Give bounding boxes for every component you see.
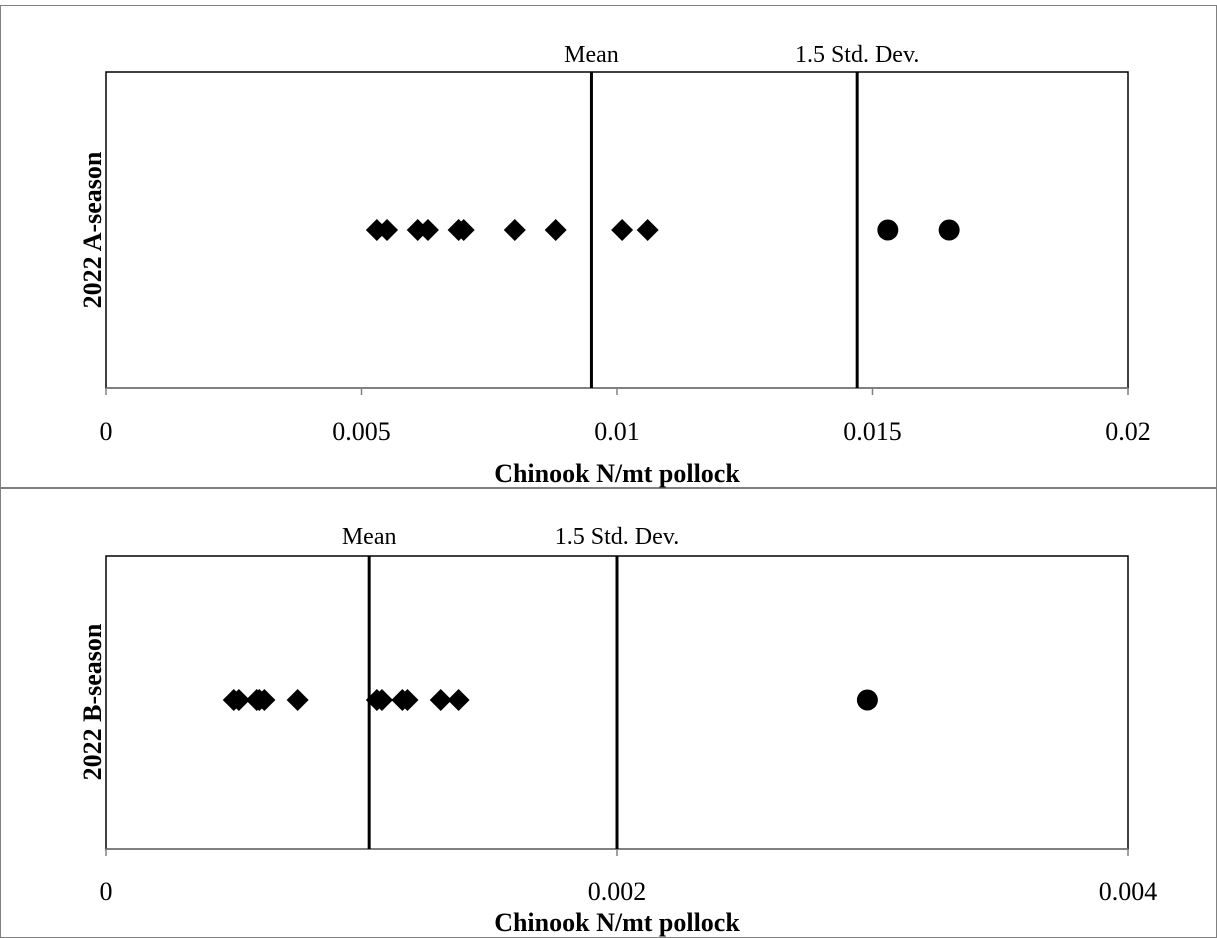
data-point-circle [877,219,899,241]
reference-line-label: 1.5 Std. Dev. [555,524,679,550]
data-point-diamond [286,689,309,711]
tick-labels-a: 0 0.005 0.01 0.015 0.02 [100,417,1151,446]
data-point-diamond [447,689,470,711]
data-point-diamond [544,219,567,241]
reference-line-label: 1.5 Std. Dev. [795,42,919,68]
x-tick-label: 0.02 [1105,417,1151,446]
data-point-circle [856,689,878,711]
x-tick-label: 0.015 [843,417,902,446]
x-tick-label: 0 [100,417,113,446]
reference-line-label: Mean [564,42,619,68]
panel-a-border [0,5,1217,488]
data-point-diamond [503,219,526,241]
data-point-diamond [227,689,250,711]
data-point-diamond [636,219,659,241]
x-axis-label-b: Chinook N/mt pollock [494,908,740,937]
data-points-a [365,219,960,241]
x-tick-label: 0.01 [594,417,640,446]
data-point-diamond [611,219,634,241]
reference-lines-a: Mean 1.5 Std. Dev. [564,42,919,388]
data-point-diamond [376,219,399,241]
x-tick-label: 0.004 [1099,877,1158,906]
reference-line-label: Mean [342,524,397,550]
data-point-diamond [396,689,419,711]
chart-a-season: Mean 1.5 Std. Dev. 0 0.005 0.01 0.015 0.02 Ch… [78,42,1151,488]
data-point-circle [938,219,960,241]
data-point-diamond [429,689,452,711]
tick-marks-b [105,849,1129,856]
data-point-diamond [253,689,276,711]
x-axis-label-a: Chinook N/mt pollock [494,459,740,488]
tick-labels-b: 0 0.002 0.004 [100,877,1158,906]
y-axis-label-b: 2022 B-season [78,623,107,780]
x-tick-label: 0 [100,877,113,906]
chart-b-season: Mean 1.5 Std. Dev. 0 0.002 0.004 Chinook N/… [78,524,1157,937]
tick-marks-a [105,388,1129,395]
x-tick-label: 0.002 [588,877,647,906]
data-point-diamond [370,689,393,711]
y-axis-label-a: 2022 A-season [78,151,107,308]
data-point-diamond [416,219,439,241]
data-point-diamond [452,219,475,241]
reference-lines-b: Mean 1.5 Std. Dev. [342,524,679,849]
data-points-b [222,689,878,711]
x-tick-label: 0.005 [332,417,391,446]
